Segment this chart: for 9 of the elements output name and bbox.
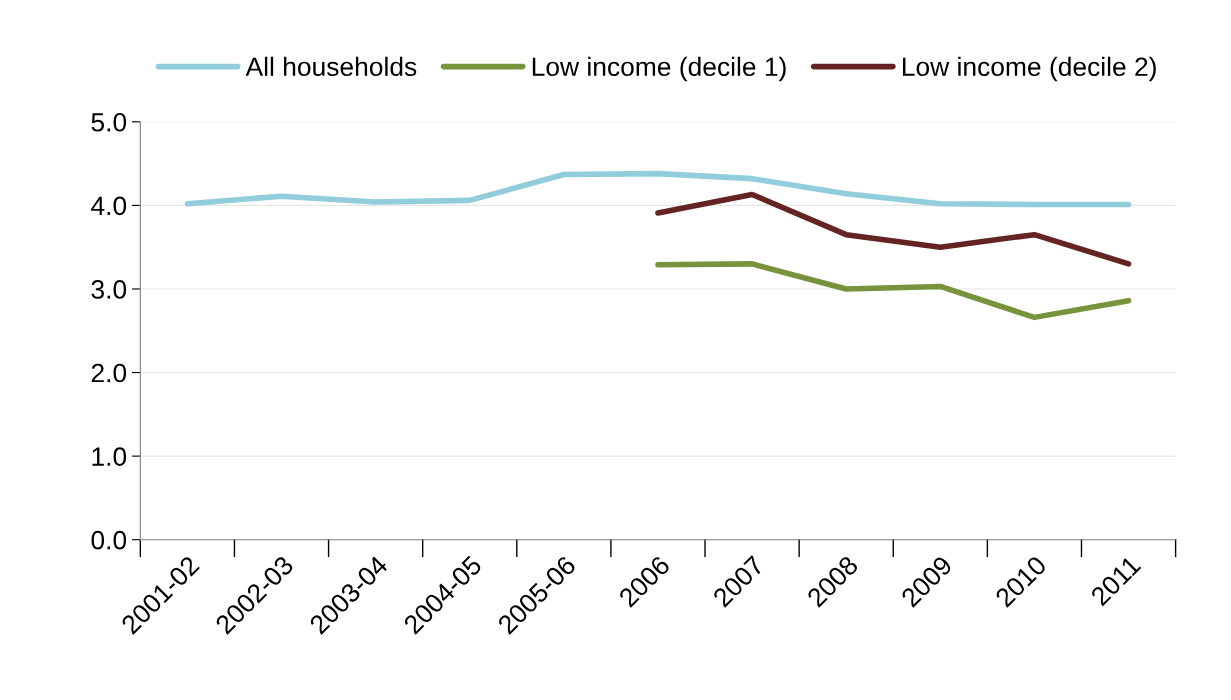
y-tick-label: 5.0 [91,112,127,132]
y-tick-label: 3.0 [91,280,127,299]
legend-label: Low income (decile 2) [902,56,1156,82]
y-tick-label: 1.0 [92,447,127,466]
legend-label: All households [245,56,417,77]
y-tick-label: 0.0 [91,530,127,550]
y-tick-label: 4.0 [91,196,127,216]
y-tick-label: 2.0 [91,363,127,383]
legend-label: Low income (decile 1) [532,56,786,82]
